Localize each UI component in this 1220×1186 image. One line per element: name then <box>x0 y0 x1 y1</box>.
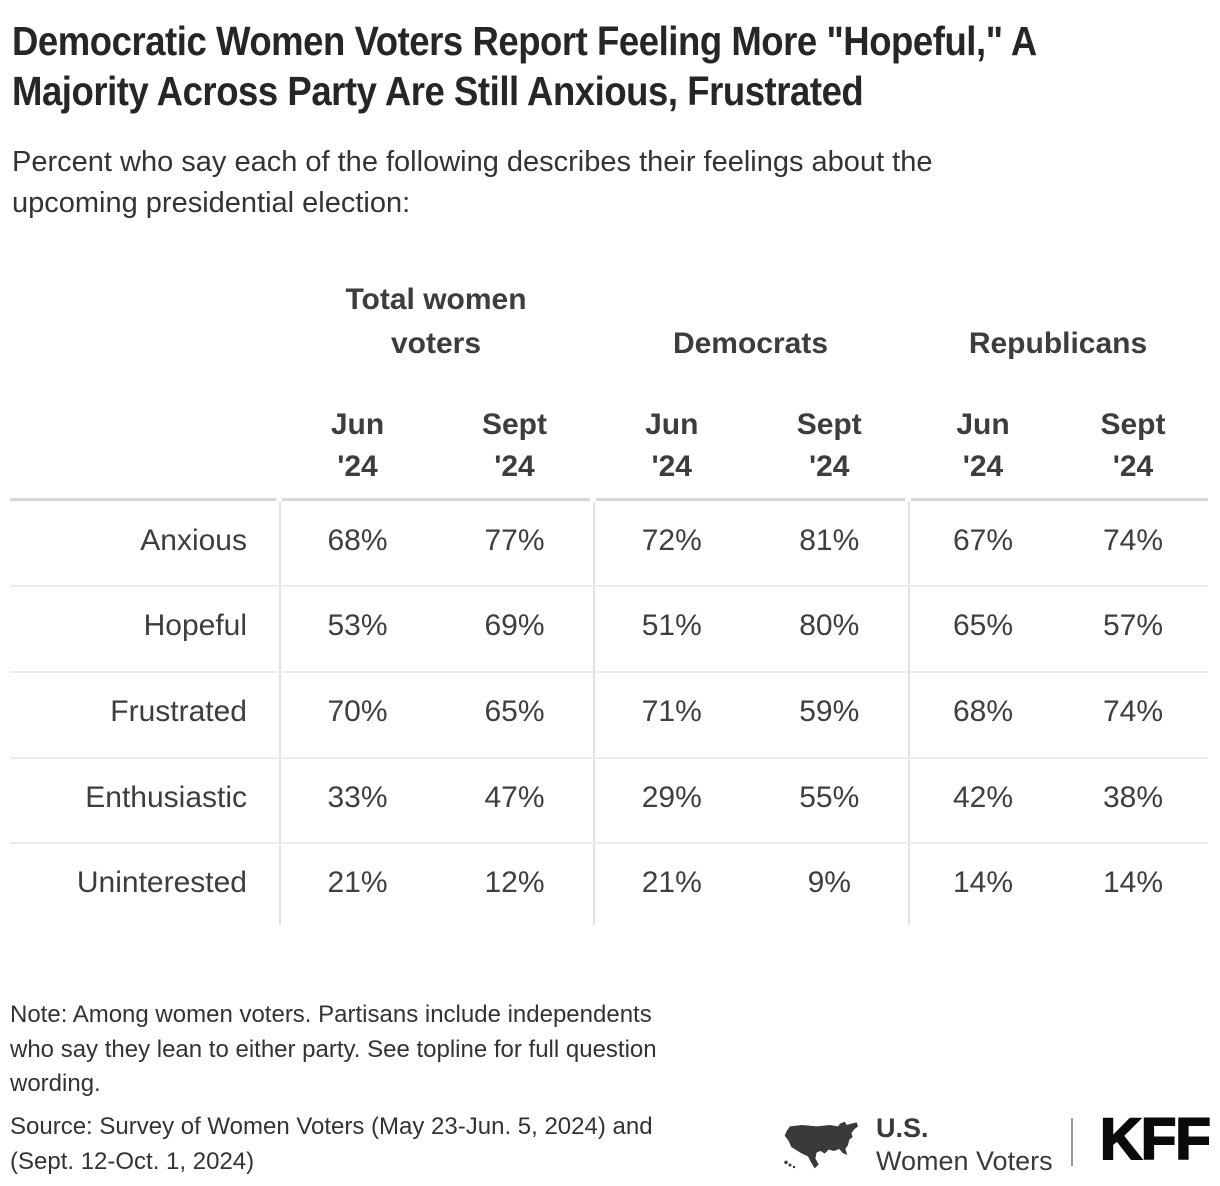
column-group-divider <box>279 502 281 925</box>
table-cell: 68% <box>327 523 388 557</box>
table-top-rule-segment <box>10 498 276 501</box>
row-label-anxious: Anxious <box>140 523 247 557</box>
table-cell: 38% <box>1102 780 1164 814</box>
table-cell: 21% <box>327 866 388 900</box>
table-cell: 59% <box>799 694 860 728</box>
table-cell: 74% <box>1102 523 1164 557</box>
table-cell: 29% <box>641 780 702 814</box>
table-cell: 72% <box>641 523 702 557</box>
column-group-divider <box>593 502 595 925</box>
row-label-hopeful: Hopeful <box>143 609 247 643</box>
column-header-dem-sept24: Sept '24 <box>796 408 862 483</box>
table-cell: 21% <box>641 866 702 900</box>
table-cell: 67% <box>952 523 1014 557</box>
column-group-republicans: Republicans <box>968 327 1148 360</box>
note-text: Note: Among women voters. Partisans incl… <box>10 1001 657 1097</box>
page-title: Democratic Women Voters Report Feeling M… <box>12 18 1037 114</box>
table-cell: 53% <box>327 609 388 643</box>
us-women-voters-logo: U.S. Women Voters <box>782 1112 1053 1177</box>
brand-line-us: U.S. <box>876 1113 929 1143</box>
column-header-rep-jun24: Jun '24 <box>956 408 1010 483</box>
table-cell: 80% <box>799 609 860 643</box>
column-header-total-jun24: Jun '24 <box>330 408 385 483</box>
table-cell: 47% <box>484 780 545 814</box>
chart-subtitle: Percent who say each of the following de… <box>12 146 933 219</box>
brand-text: U.S. Women Voters <box>876 1112 1053 1177</box>
table-cell: 81% <box>799 523 860 557</box>
row-label-frustrated: Frustrated <box>110 694 247 728</box>
subheader-spacer <box>10 400 279 498</box>
column-group-total-women-voters: Total women voters <box>345 283 527 360</box>
row-separator <box>10 671 1208 673</box>
row-separator <box>10 842 1208 844</box>
table-cell: 12% <box>484 866 545 900</box>
column-header-rep-sept24: Sept '24 <box>1100 408 1166 483</box>
column-header-total-sept24: Sept '24 <box>481 408 547 483</box>
corner-spacer <box>10 270 279 400</box>
table-cell: 74% <box>1102 694 1164 728</box>
table-cell: 42% <box>952 780 1014 814</box>
kff-logo: KFF <box>1099 1106 1212 1173</box>
table-cell: 51% <box>641 609 702 643</box>
table-cell: 65% <box>952 609 1014 643</box>
source-text: Source: Survey of Women Voters (May 23-J… <box>10 1113 653 1175</box>
table-cell: 14% <box>952 866 1014 900</box>
table-cell: 70% <box>327 694 388 728</box>
us-map-icon <box>784 1121 858 1169</box>
table-cell: 71% <box>641 694 702 728</box>
column-header-dem-jun24: Jun '24 <box>645 408 699 483</box>
table-cell: 69% <box>484 609 545 643</box>
row-separator <box>10 585 1208 587</box>
table-grid: Total women voters Democrats Republicans… <box>10 270 1208 926</box>
table-cell: 65% <box>484 694 545 728</box>
column-group-divider <box>908 502 910 925</box>
table-top-rule-segment <box>911 498 1208 501</box>
table-cell: 68% <box>952 694 1014 728</box>
table-cell: 55% <box>799 780 860 814</box>
table-cell: 9% <box>807 866 851 900</box>
table-cell: 77% <box>484 523 545 557</box>
table-cell: 33% <box>327 780 388 814</box>
column-group-democrats: Democrats <box>672 327 829 360</box>
row-label-uninterested: Uninterested <box>76 866 247 900</box>
table-cell: 14% <box>1102 866 1164 900</box>
brand-line-women-voters: Women Voters <box>876 1146 1053 1176</box>
data-table: Total women voters Democrats Republicans… <box>10 270 1208 930</box>
table-top-rule-segment <box>596 498 905 501</box>
logo-divider <box>1071 1118 1073 1166</box>
row-separator <box>10 757 1208 759</box>
row-label-enthusiastic: Enthusiastic <box>85 780 247 814</box>
table-top-rule-segment <box>282 498 590 501</box>
table-cell: 57% <box>1102 609 1164 643</box>
